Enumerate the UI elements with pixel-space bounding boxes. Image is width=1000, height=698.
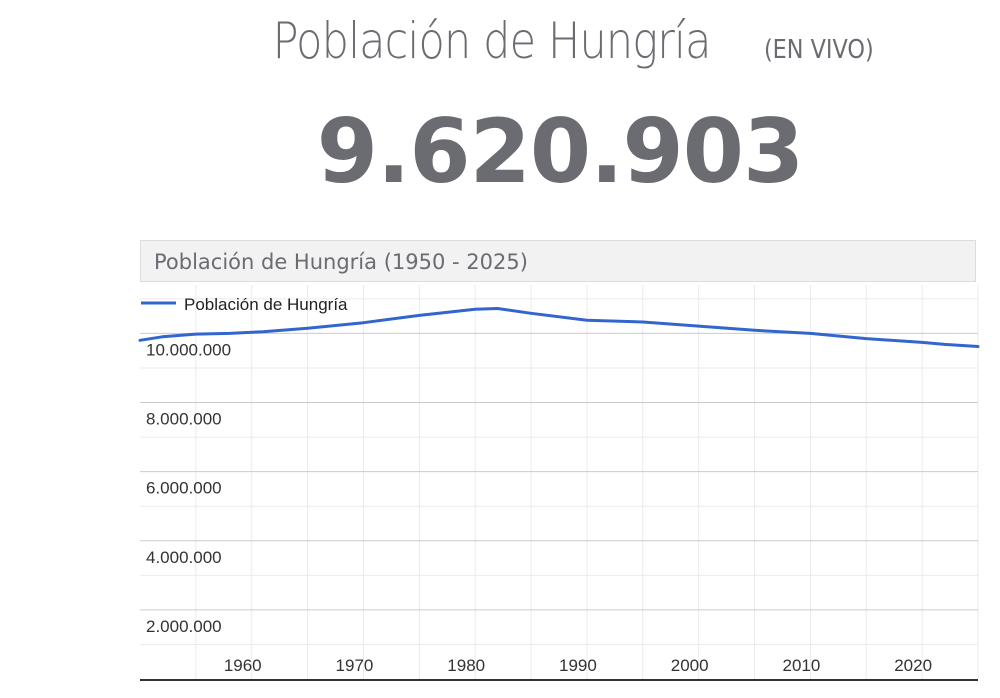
legend-label: Población de Hungría	[184, 295, 348, 314]
x-tick-label: 1960	[224, 656, 262, 675]
page-title: Población de Hungría	[272, 12, 712, 70]
x-tick-label: 1970	[336, 656, 374, 675]
x-tick-label: 1990	[559, 656, 597, 675]
y-tick-label: 8.000.000	[146, 410, 222, 429]
chart-title-bar: Población de Hungría (1950 - 2025)	[140, 240, 976, 282]
page-header: Población de Hungría (EN VIVO)	[0, 12, 1000, 70]
y-tick-label: 6.000.000	[146, 479, 222, 498]
x-tick-label: 1980	[447, 656, 485, 675]
series-line	[138, 307, 980, 348]
y-tick-label: 2.000.000	[146, 617, 222, 636]
population-counter: 9.620.903	[316, 100, 804, 203]
y-tick-label: 10.000.000	[146, 340, 231, 359]
x-tick-label: 2000	[671, 656, 709, 675]
chart-title: Población de Hungría (1950 - 2025)	[154, 250, 528, 274]
y-tick-label: 4.000.000	[146, 548, 222, 567]
x-tick-label: 2010	[782, 656, 820, 675]
x-tick-label: 2020	[894, 656, 932, 675]
live-label: (EN VIVO)	[763, 35, 874, 65]
